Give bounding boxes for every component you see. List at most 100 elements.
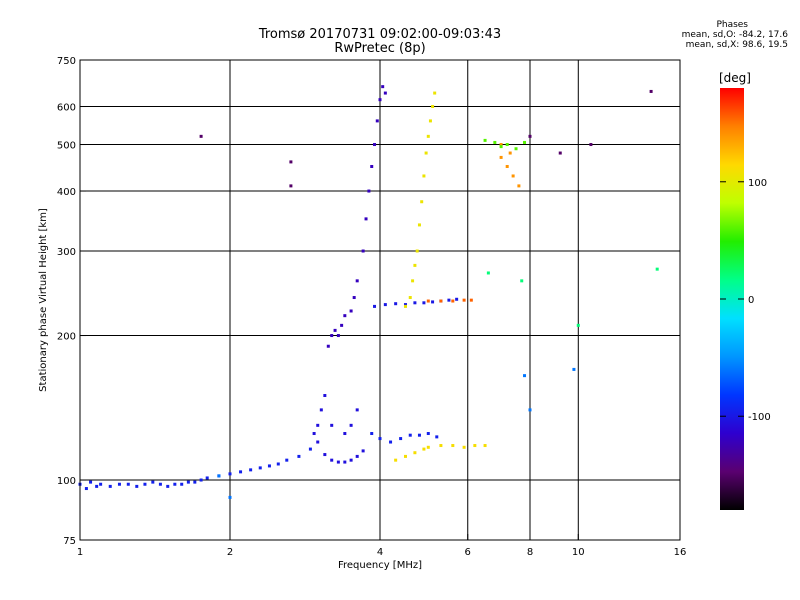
data-point bbox=[323, 394, 327, 398]
data-point bbox=[228, 495, 232, 499]
data-point bbox=[399, 437, 403, 441]
data-point bbox=[355, 279, 359, 283]
chart-subtitle: RwPretec (8p) bbox=[334, 41, 426, 56]
data-point bbox=[95, 484, 99, 488]
data-point bbox=[428, 119, 432, 123]
data-point bbox=[249, 468, 253, 472]
data-point bbox=[435, 435, 439, 439]
data-point bbox=[289, 184, 293, 188]
data-points bbox=[78, 85, 659, 499]
data-point bbox=[451, 299, 455, 303]
data-point bbox=[431, 105, 435, 109]
x-tick-label: 6 bbox=[465, 547, 471, 558]
data-point bbox=[576, 323, 580, 327]
data-point bbox=[505, 143, 509, 147]
chart-title: Tromsø 20170731 09:02:00-09:03:43 bbox=[258, 27, 502, 42]
data-point bbox=[381, 85, 385, 89]
y-tick-label: 300 bbox=[57, 247, 76, 258]
data-point bbox=[151, 480, 155, 484]
data-point bbox=[473, 444, 477, 448]
data-point bbox=[520, 279, 524, 283]
data-point bbox=[523, 140, 527, 144]
data-point bbox=[517, 184, 521, 188]
data-point bbox=[389, 440, 393, 444]
data-point bbox=[431, 300, 435, 304]
data-point bbox=[352, 296, 356, 300]
data-point bbox=[312, 432, 316, 436]
colorbar-label: [deg] bbox=[719, 71, 751, 85]
data-point bbox=[319, 408, 323, 412]
data-point bbox=[330, 458, 334, 462]
data-point bbox=[383, 91, 387, 95]
data-point bbox=[417, 433, 421, 437]
data-point bbox=[323, 453, 327, 457]
colorbar-axis: 100 0 -100 bbox=[720, 178, 771, 423]
data-point bbox=[316, 440, 320, 444]
data-point bbox=[528, 134, 532, 138]
data-point bbox=[343, 432, 347, 436]
data-point bbox=[447, 298, 451, 302]
data-point bbox=[411, 279, 415, 283]
data-point bbox=[462, 298, 466, 302]
data-point bbox=[462, 445, 466, 449]
data-point bbox=[403, 303, 407, 307]
x-tick-label: 2 bbox=[227, 547, 233, 558]
colorbar-tick-label: 0 bbox=[748, 295, 754, 306]
data-point bbox=[439, 299, 443, 303]
data-point bbox=[258, 466, 262, 470]
data-point bbox=[117, 482, 121, 486]
data-point bbox=[276, 462, 280, 466]
data-point bbox=[394, 458, 398, 462]
data-point bbox=[514, 147, 518, 151]
data-point bbox=[558, 151, 562, 155]
data-point bbox=[349, 309, 353, 313]
data-point bbox=[426, 134, 430, 138]
data-point bbox=[426, 445, 430, 449]
data-point bbox=[523, 374, 527, 378]
data-point bbox=[493, 140, 497, 144]
data-point bbox=[483, 138, 487, 142]
data-point bbox=[370, 432, 374, 436]
y-tick-label: 500 bbox=[57, 141, 76, 152]
data-point bbox=[511, 174, 515, 178]
data-point bbox=[166, 484, 170, 488]
data-point bbox=[499, 143, 503, 147]
data-point bbox=[375, 119, 379, 123]
colorbar-tick-label: -100 bbox=[748, 412, 771, 423]
data-point bbox=[349, 458, 353, 462]
data-point bbox=[383, 303, 387, 307]
data-point bbox=[415, 249, 419, 253]
data-point bbox=[108, 484, 112, 488]
data-point bbox=[340, 323, 344, 327]
data-point bbox=[528, 408, 532, 412]
data-point bbox=[355, 454, 359, 458]
data-point bbox=[433, 91, 437, 95]
data-point bbox=[355, 408, 359, 412]
data-point bbox=[413, 263, 417, 267]
data-point bbox=[424, 151, 428, 155]
data-point bbox=[199, 134, 203, 138]
data-point bbox=[173, 482, 177, 486]
data-point bbox=[228, 472, 232, 476]
data-point bbox=[420, 200, 424, 204]
data-point bbox=[289, 160, 293, 164]
data-point bbox=[217, 474, 221, 478]
data-point bbox=[364, 217, 368, 221]
data-point bbox=[378, 98, 382, 102]
data-point bbox=[451, 444, 455, 448]
colorbar-tick-label: 100 bbox=[748, 178, 767, 189]
data-point bbox=[455, 297, 459, 301]
x-tick-label: 10 bbox=[572, 547, 585, 558]
data-point bbox=[373, 304, 377, 308]
x-tick-label: 1 bbox=[77, 547, 83, 558]
data-point bbox=[426, 432, 430, 436]
data-point bbox=[367, 189, 371, 193]
data-point bbox=[508, 151, 512, 155]
data-point bbox=[99, 482, 103, 486]
data-point bbox=[422, 447, 426, 451]
x-axis-label: Frequency [MHz] bbox=[338, 560, 422, 571]
data-point bbox=[143, 482, 147, 486]
data-point bbox=[572, 367, 576, 371]
data-point bbox=[422, 174, 426, 178]
